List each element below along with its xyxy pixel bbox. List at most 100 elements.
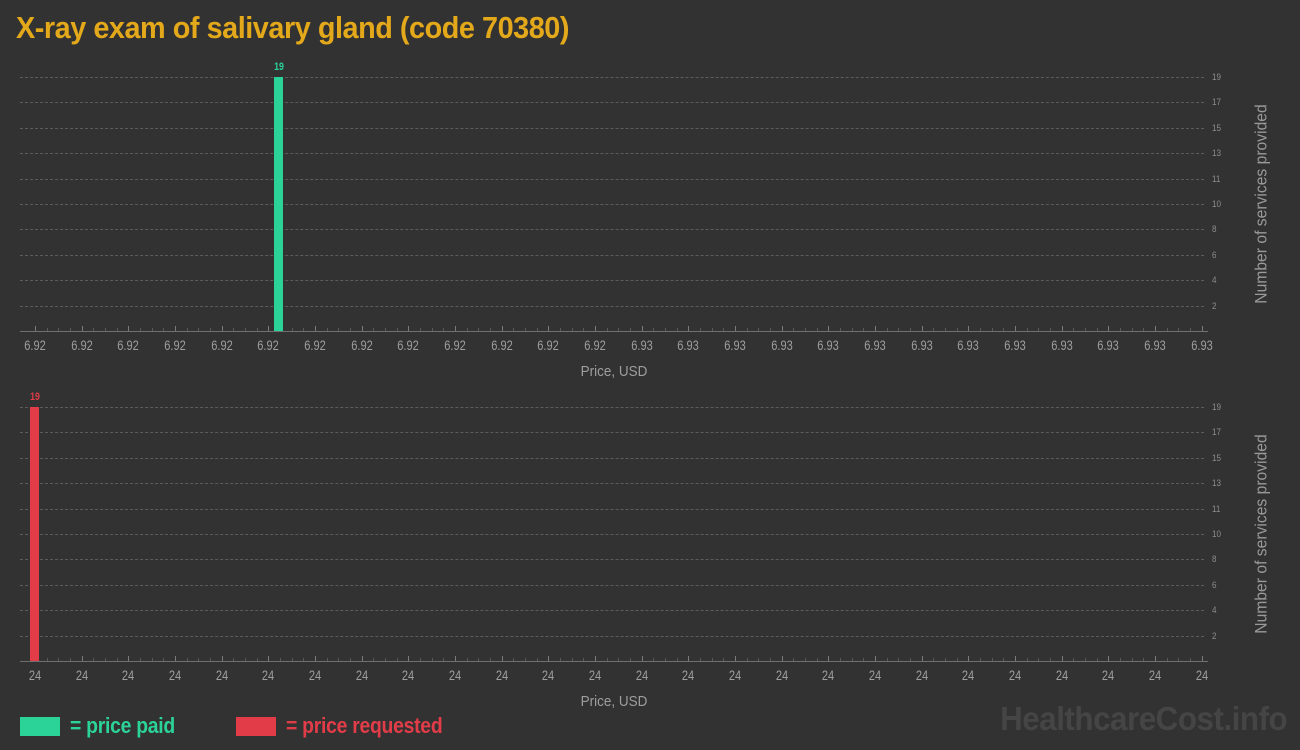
x-tick-label: 6.93 [770,338,793,353]
x-tick-minor-mark [1003,328,1005,331]
gridline [20,178,1204,180]
x-tick-minor-mark [793,658,795,661]
price-paid-swatch [20,716,60,736]
x-tick-minor-mark [933,328,935,331]
x-tick-minor-mark [723,658,725,661]
x-tick-label: 24 [215,668,228,683]
gridline [20,610,1204,612]
x-tick-minor-mark [711,658,713,661]
x-tick-minor-mark [898,658,900,661]
x-tick-minor-mark [1189,328,1191,331]
x-tick-label: 24 [495,668,508,683]
paid-bar[interactable] [274,77,284,331]
x-tick-minor-mark [816,328,818,331]
x-tick-minor-mark [863,658,865,661]
gridline [20,457,1204,459]
y-tick-label: 2 [1212,630,1217,641]
x-tick-minor-mark [909,658,911,661]
gridline [20,635,1204,637]
x-tick-label: 6.93 [724,338,746,353]
y-tick-label: 13 [1212,478,1222,489]
x-tick-mark [1154,656,1156,661]
x-tick-label: 6.93 [630,338,653,353]
x-tick-mark [1201,326,1203,331]
x-tick-mark [408,326,410,331]
x-tick-minor-mark [793,328,795,331]
x-tick-minor-mark [536,328,538,331]
x-tick-minor-mark [723,328,725,331]
gridline [20,229,1204,231]
x-tick-minor-mark [349,658,351,661]
x-tick-minor-mark [513,658,515,661]
x-tick-label: 24 [1148,668,1161,683]
x-tick-mark [408,656,410,661]
x-tick-minor-mark [769,658,771,661]
y-tick-label: 19 [1212,72,1222,82]
plot-area: 6.92 6.92 6.92 6.92 6.92 6.92 6.92 6.92 6.92 6.92… [20,61,1212,380]
x-tick-minor-mark [839,328,841,331]
x-tick-mark [81,326,83,331]
x-tick-minor-mark [1178,328,1180,331]
x-tick-minor-mark [279,658,281,661]
x-tick-minor-mark [583,328,585,331]
x-tick-label: 24 [355,668,368,683]
x-tick-minor-mark [186,658,188,661]
y-tick-label: 13 [1212,148,1222,159]
x-tick-minor-mark [559,658,561,661]
x-tick-minor-mark [431,658,433,661]
x-tick-label: 24 [168,668,182,683]
x-tick-minor-mark [863,328,865,331]
x-tick-minor-mark [886,328,888,331]
gridline [20,102,1204,104]
x-tick-minor-mark [58,328,60,331]
x-tick-minor-mark [151,328,153,331]
x-tick-minor-mark [979,328,981,331]
legend: = price paid = price requested [20,713,464,739]
x-tick-mark [501,656,503,661]
gridline [20,432,1204,434]
y-tick-label: 2 [1212,300,1217,311]
x-tick-mark [1014,326,1016,331]
x-tick-mark [641,656,643,661]
x-tick-minor-mark [233,658,235,661]
x-tick-minor-mark [489,328,491,331]
x-tick-label: 24 [122,668,135,683]
x-tick-label: 6.92 [304,338,326,353]
x-tick-minor-mark [1166,328,1168,331]
x-tick-minor-mark [769,328,771,331]
x-tick-minor-mark [373,658,375,661]
x-tick-minor-mark [198,328,200,331]
x-tick-minor-mark [116,658,118,661]
x-tick-label: 24 [262,668,275,683]
y-tick-label: 8 [1212,554,1217,565]
x-tick-minor-mark [256,328,258,331]
x-tick-mark [548,326,550,331]
x-tick-minor-mark [629,328,631,331]
x-tick-label: 24 [75,668,88,683]
x-tick-label: 24 [915,668,928,683]
x-tick-minor-mark [816,658,818,661]
x-tick-label: 6.92 [584,338,606,353]
x-tick-label: 24 [728,668,742,683]
x-tick-minor-mark [244,328,246,331]
x-tick-minor-mark [466,328,468,331]
gridline [20,407,1204,408]
x-tick-label: 24 [1008,668,1022,683]
x-tick-minor-mark [1049,328,1051,331]
y-tick-label: 17 [1212,97,1222,108]
x-tick-minor-mark [443,328,445,331]
x-tick-label: 6.92 [350,338,373,353]
y-tick-label: 11 [1212,503,1221,514]
price-paid-chart: 6.92 6.92 6.92 6.92 6.92 6.92 6.92 6.92 6.92 6.92… [0,61,1300,407]
x-tick-minor-mark [676,658,678,661]
x-tick-mark [968,656,970,661]
x-tick-label: 6.93 [817,338,839,353]
x-tick-minor-mark [944,658,946,661]
y-tick-label: 6 [1212,579,1217,590]
x-tick-label: 6.93 [864,338,886,353]
gridline [20,204,1204,205]
x-tick-minor-mark [758,658,760,661]
x-tick-minor-mark [1084,328,1086,331]
requested-bar[interactable] [30,407,40,661]
